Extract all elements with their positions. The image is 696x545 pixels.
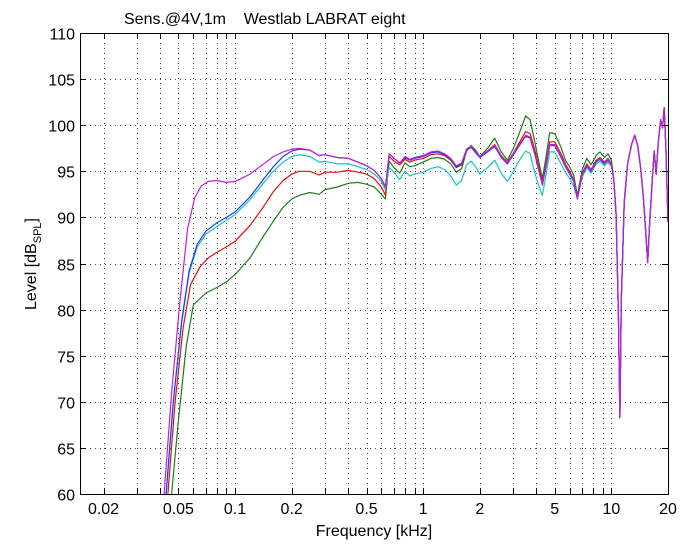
x-tick-label: 2 [475, 501, 484, 518]
x-tick-label: 20 [659, 501, 677, 518]
y-tick-label: 75 [57, 350, 75, 367]
y-axis-label-close: ] [23, 218, 40, 222]
series-lines [163, 107, 669, 495]
x-tick-label: 0.1 [224, 501, 246, 518]
series-line [167, 107, 669, 495]
grid-lines [80, 33, 668, 494]
x-tick-label: 1 [419, 501, 428, 518]
y-tick-label: 95 [57, 165, 75, 182]
x-tick-label: 0.02 [88, 501, 119, 518]
y-tick-label: 65 [57, 442, 75, 459]
y-tick-label: 85 [57, 258, 75, 275]
x-tick-label: 5 [550, 501, 559, 518]
y-axis-label-main: Level [dB [23, 243, 40, 310]
x-tick-label: 0.2 [281, 501, 303, 518]
y-axis-label: Level [dBSPL] [23, 218, 44, 310]
x-tick-label: 10 [602, 501, 620, 518]
y-tick-labels: 60 65 70 75 80 85 90 95 100 105 110 [48, 27, 75, 505]
axis-ticks [80, 33, 668, 495]
x-tick-label: 0.5 [355, 501, 377, 518]
y-tick-label: 80 [57, 304, 75, 321]
x-tick-labels: 0.02 0.05 0.1 0.2 0.5 1 2 5 10 20 [88, 501, 677, 518]
chart-title: Sens.@4V,1m Westlab LABRAT eight [124, 11, 406, 28]
x-axis-label: Frequency [kHz] [316, 523, 432, 540]
y-tick-label: 110 [49, 27, 75, 44]
x-tick-label: 0.05 [163, 501, 194, 518]
y-tick-label: 60 [57, 488, 75, 505]
y-tick-label: 100 [48, 119, 75, 136]
series-line [163, 107, 669, 495]
y-tick-label: 90 [57, 211, 75, 228]
y-tick-label: 70 [57, 396, 75, 413]
y-tick-label: 105 [48, 73, 75, 90]
y-axis-label-subscript: SPL [32, 222, 44, 243]
